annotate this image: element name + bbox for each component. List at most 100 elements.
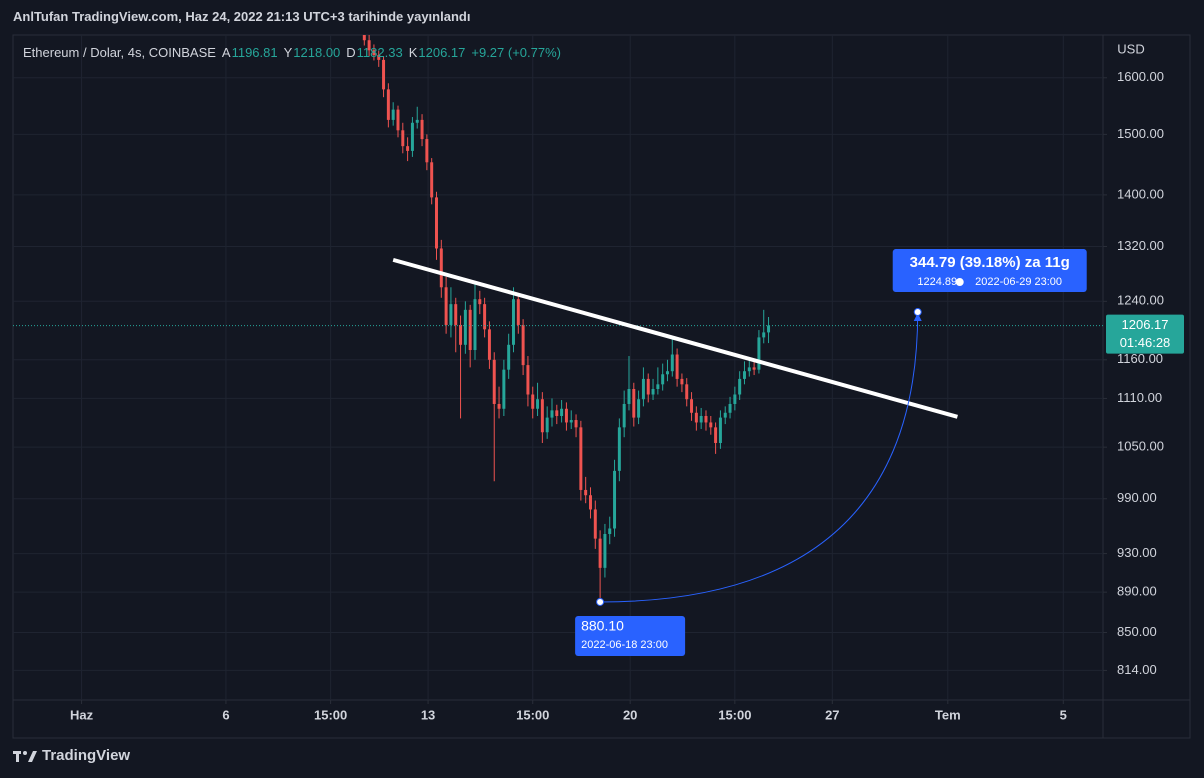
candle-body — [425, 139, 429, 163]
candle-body — [608, 528, 612, 535]
candle-body — [478, 299, 482, 305]
candle-body — [699, 415, 703, 423]
candle-body — [651, 389, 655, 395]
ohlc-item: D 1182.33 — [346, 45, 402, 60]
candle-body — [540, 399, 544, 433]
clock-icon — [955, 278, 964, 287]
measure-arc — [600, 312, 919, 603]
measure-arrow — [913, 313, 922, 322]
candle-body — [410, 122, 414, 151]
measure-box — [892, 249, 1087, 293]
grid — [13, 35, 1103, 700]
candle-body — [502, 369, 506, 409]
candle-body — [752, 367, 756, 370]
candle-body — [569, 420, 573, 423]
candle-body — [757, 337, 761, 370]
ohlc-key: Y — [283, 45, 293, 60]
logo-part — [16, 751, 19, 762]
candle-body — [632, 389, 636, 418]
y-tick-label: 1050.00 — [1117, 439, 1164, 454]
candle-body — [439, 248, 443, 288]
ohlc-key: A — [221, 45, 231, 60]
candle-body — [487, 329, 491, 360]
candle-body — [747, 367, 751, 372]
candle-body — [694, 412, 698, 423]
candle-body — [507, 344, 511, 370]
candle-body — [584, 489, 588, 496]
logo — [13, 751, 37, 762]
candle-body — [661, 374, 665, 385]
candle-body — [362, 35, 366, 41]
candle-body — [613, 470, 617, 529]
trend-line — [392, 257, 958, 419]
candle-body — [550, 410, 554, 418]
candle-body — [396, 109, 400, 131]
x-tick-label: 27 — [825, 707, 839, 722]
candle-body — [511, 299, 515, 345]
last-price-tag — [1106, 314, 1184, 354]
candle-body — [675, 354, 679, 379]
start-box — [575, 615, 686, 656]
candle-body — [521, 324, 525, 366]
y-tick-label: 990.00 — [1117, 490, 1157, 505]
candle-body — [733, 394, 737, 404]
candle-body — [579, 427, 583, 490]
countdown: 01:46:28 — [1120, 335, 1171, 350]
candle-body — [492, 359, 496, 404]
y-tick-label: 1600.00 — [1117, 69, 1164, 84]
candle-body — [593, 509, 597, 539]
candle-body — [714, 427, 718, 443]
candles — [362, 35, 771, 602]
candle-body — [680, 378, 684, 385]
x-tick-label: 15:00 — [314, 707, 347, 722]
ohlc-key: K — [408, 45, 418, 60]
x-tick-label: 15:00 — [516, 707, 549, 722]
ohlc-key: D — [346, 45, 356, 60]
candle-body — [386, 89, 390, 120]
candle-body — [670, 354, 674, 372]
candle-body — [468, 309, 472, 351]
candle-body — [497, 403, 501, 409]
y-tick-label: 1320.00 — [1117, 238, 1164, 253]
candle-body — [560, 408, 564, 416]
candle-body — [420, 119, 424, 140]
candle-body — [459, 324, 463, 345]
candle-body — [723, 412, 727, 418]
candle-body — [516, 299, 520, 325]
symbol: Ethereum / Dolar, 4s, COINBASE — [23, 45, 216, 60]
target-date: 2022-06-29 23:00 — [975, 276, 1062, 288]
x-tick-label: 15:00 — [718, 707, 751, 722]
ohlc-value: 1182.33 — [356, 45, 403, 60]
measure-end — [913, 308, 922, 317]
candle-body — [656, 384, 660, 390]
candle-body — [603, 534, 607, 568]
y-tick-label: 1110.00 — [1117, 390, 1162, 405]
candle-body — [718, 417, 722, 443]
y-tick-label: 1240.00 — [1117, 293, 1164, 308]
candle-body — [434, 197, 438, 249]
y-tick-label: 1160.00 — [1117, 351, 1163, 366]
y-tick-label: 1400.00 — [1117, 186, 1164, 201]
target-price: 1224.89 — [917, 276, 957, 288]
change: +9.27 (+0.77%) — [471, 45, 561, 60]
candle-body — [704, 415, 708, 423]
publish-header: AnlTufan TradingView.com, Haz 24, 2022 2… — [13, 9, 471, 24]
candle-body — [622, 403, 626, 428]
candle-body — [382, 59, 386, 90]
x-tick-label: 20 — [623, 707, 637, 722]
candle-body — [646, 378, 650, 395]
measure-target: 1224.89 2022-06-29 23:00 — [917, 276, 1062, 288]
candle-body — [463, 309, 467, 345]
candle-body — [762, 332, 766, 338]
candle-body — [449, 304, 453, 325]
candle-body — [617, 427, 621, 471]
logo-part — [28, 751, 37, 762]
candle-body — [377, 55, 381, 60]
chart-frame — [12, 34, 1191, 739]
ohlc-value: 1206.17 — [418, 45, 466, 60]
candle-body — [526, 365, 530, 395]
ohlc-item: A 1196.81 — [222, 45, 278, 60]
ohlc-value: 1218.00 — [293, 45, 341, 60]
